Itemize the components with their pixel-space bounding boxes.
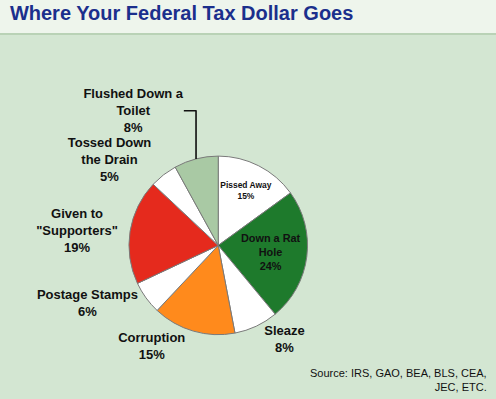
svg-text:Pissed Away15%: Pissed Away15%	[220, 180, 271, 201]
svg-text:Sleaze8%: Sleaze8%	[264, 323, 304, 355]
svg-text:Where Your Federal Tax Dollar: Where Your Federal Tax Dollar Goes	[10, 2, 353, 24]
svg-text:Tossed Downthe Drain5%: Tossed Downthe Drain5%	[68, 135, 152, 184]
svg-text:Source: IRS, GAO, BEA, BLS, CE: Source: IRS, GAO, BEA, BLS, CEA,JEC, ETC…	[310, 367, 487, 393]
svg-text:Postage Stamps6%: Postage Stamps6%	[37, 287, 138, 319]
svg-text:Corruption15%: Corruption15%	[118, 330, 185, 362]
svg-text:Down a RatHole24%: Down a RatHole24%	[241, 232, 301, 272]
svg-text:Flushed Down aToilet8%: Flushed Down aToilet8%	[83, 86, 183, 135]
svg-text:Given to"Supporters"19%: Given to"Supporters"19%	[36, 206, 118, 255]
